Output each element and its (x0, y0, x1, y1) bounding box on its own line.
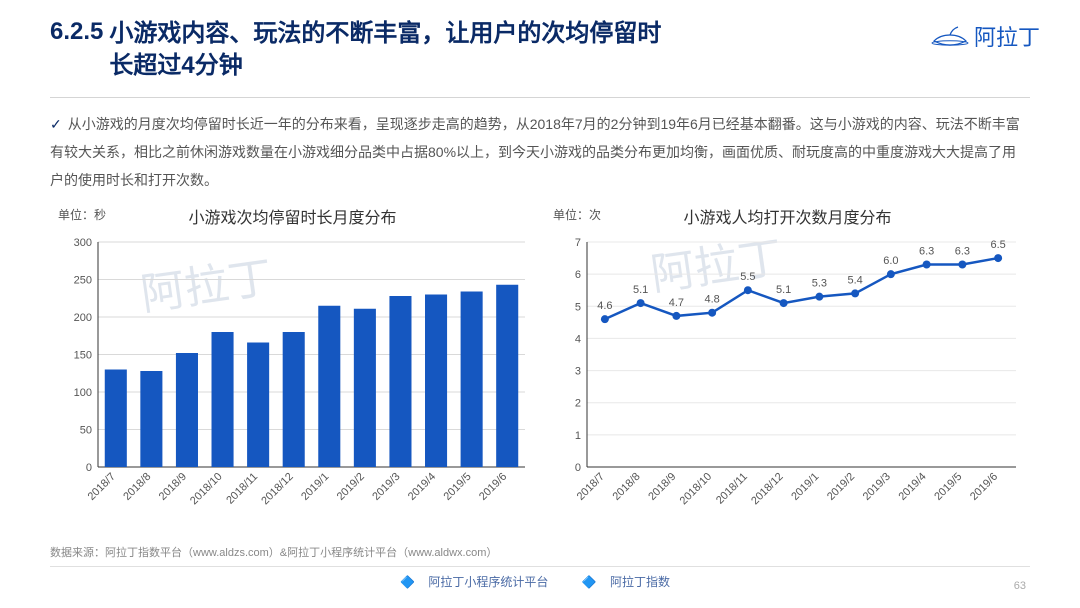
svg-text:5.3: 5.3 (812, 277, 827, 289)
svg-text:2019/1: 2019/1 (789, 470, 821, 502)
svg-text:2019/2: 2019/2 (335, 470, 367, 502)
svg-text:2019/4: 2019/4 (406, 470, 438, 502)
svg-text:2018/10: 2018/10 (678, 470, 715, 507)
footer-logo-2: 🔷 阿拉丁指数 (582, 575, 680, 589)
svg-text:2019/3: 2019/3 (370, 470, 402, 502)
body-paragraph: ✓从小游戏的月度次均停留时长近一年的分布来看，呈现逐步走高的趋势，从2018年7… (50, 110, 1030, 194)
svg-text:0: 0 (575, 462, 581, 474)
svg-text:4.8: 4.8 (704, 293, 719, 305)
footer-logos: 🔷 阿拉丁小程序统计平台 🔷 阿拉丁指数 (50, 573, 1030, 590)
svg-text:2018/7: 2018/7 (575, 470, 607, 502)
paragraph-text: 从小游戏的月度次均停留时长近一年的分布来看，呈现逐步走高的趋势，从2018年7月… (50, 116, 1020, 188)
header-divider (50, 97, 1030, 98)
svg-text:2019/4: 2019/4 (896, 470, 928, 502)
svg-text:6.5: 6.5 (990, 239, 1005, 251)
svg-text:50: 50 (80, 424, 92, 436)
data-source-text: 数据来源：阿拉丁指数平台（www.aldzs.com）&阿拉丁小程序统计平台（w… (50, 544, 1030, 560)
title-line-1: 小游戏内容、玩法的不断丰富，让用户的次均停留时 (109, 18, 1030, 50)
svg-text:2018/10: 2018/10 (188, 470, 225, 507)
svg-text:2019/2: 2019/2 (825, 470, 857, 502)
svg-text:5.5: 5.5 (740, 271, 755, 283)
slide-header: 6.2.5 小游戏内容、玩法的不断丰富，让用户的次均停留时 长超过4分钟 (50, 18, 1030, 83)
svg-text:2018/11: 2018/11 (714, 470, 750, 506)
svg-text:6.3: 6.3 (955, 245, 970, 257)
bar-chart-container: 小游戏次均停留时长月度分布 单位：秒 0 50 100 150 200 250 300 201… (50, 204, 535, 522)
svg-text:6.0: 6.0 (883, 255, 898, 267)
title-block: 小游戏内容、玩法的不断丰富，让用户的次均停留时 长超过4分钟 (109, 18, 1030, 83)
svg-text:2018/8: 2018/8 (610, 470, 642, 502)
svg-text:2018/7: 2018/7 (86, 470, 118, 502)
slide-footer: 数据来源：阿拉丁指数平台（www.aldzs.com）&阿拉丁小程序统计平台（w… (50, 544, 1030, 590)
svg-text:6.3: 6.3 (919, 245, 934, 257)
slide-container: 6.2.5 小游戏内容、玩法的不断丰富，让用户的次均停留时 长超过4分钟 阿拉丁… (0, 0, 1080, 608)
svg-text:2: 2 (575, 397, 581, 409)
svg-text:250: 250 (74, 274, 92, 286)
svg-text:2018/11: 2018/11 (224, 470, 260, 506)
svg-text:2018/9: 2018/9 (646, 470, 678, 502)
line-chart-title: 小游戏人均打开次数月度分布 (545, 204, 1030, 228)
bar-chart-title: 小游戏次均停留时长月度分布 (50, 204, 535, 228)
svg-text:2018/9: 2018/9 (157, 470, 189, 502)
svg-text:4.7: 4.7 (669, 297, 684, 309)
section-number: 6.2.5 (50, 18, 103, 46)
svg-text:300: 300 (74, 237, 92, 249)
brand-text: 阿拉丁 (974, 20, 1040, 52)
page-number: 63 (1014, 580, 1026, 592)
svg-text:200: 200 (74, 312, 92, 324)
bar-chart-unit: 单位：秒 (58, 206, 106, 223)
title-line-2: 长超过4分钟 (109, 50, 1030, 82)
svg-text:2018/12: 2018/12 (259, 470, 296, 507)
svg-text:2019/6: 2019/6 (968, 470, 1000, 502)
svg-text:5: 5 (575, 301, 581, 313)
svg-text:2018/8: 2018/8 (121, 470, 153, 502)
svg-text:5.1: 5.1 (633, 284, 648, 296)
footer-divider (50, 566, 1030, 567)
line-chart-unit: 单位：次 (553, 206, 601, 223)
check-icon: ✓ (50, 116, 62, 132)
svg-text:4: 4 (575, 333, 581, 345)
bar-chart-svg: 0501001502002503002018/72018/82018/92018… (50, 232, 535, 522)
svg-text:2019/3: 2019/3 (861, 470, 893, 502)
svg-text:0: 0 (86, 462, 92, 474)
svg-text:4.6: 4.6 (597, 300, 612, 312)
svg-text:6: 6 (575, 269, 581, 281)
line-chart-container: 小游戏人均打开次数月度分布 单位：次 0 1 2 3 4 5 6 7 4.6 2018/7 5.1 2… (545, 204, 1030, 522)
svg-text:7: 7 (575, 237, 581, 249)
svg-text:2019/5: 2019/5 (932, 470, 964, 502)
charts-row: 小游戏次均停留时长月度分布 单位：秒 050100150200250300201… (50, 204, 1030, 522)
svg-text:3: 3 (575, 365, 581, 377)
svg-text:2019/6: 2019/6 (477, 470, 509, 502)
svg-text:1: 1 (575, 430, 581, 442)
svg-text:2019/1: 2019/1 (299, 470, 331, 502)
svg-text:150: 150 (74, 349, 92, 361)
svg-text:2018/12: 2018/12 (749, 470, 786, 507)
line-chart-svg: 0 1 2 3 4 5 6 7 4.6 2018/7 5.1 2018/8 4.7 2018/9 4.8 20… (545, 232, 1030, 522)
lamp-icon (930, 23, 970, 49)
brand-logo: 阿拉丁 (930, 20, 1040, 52)
footer-logo-1: 🔷 阿拉丁小程序统计平台 (400, 575, 558, 589)
svg-text:100: 100 (74, 387, 92, 399)
svg-text:2019/5: 2019/5 (441, 470, 473, 502)
svg-text:5.1: 5.1 (776, 284, 791, 296)
svg-text:5.4: 5.4 (847, 274, 862, 286)
